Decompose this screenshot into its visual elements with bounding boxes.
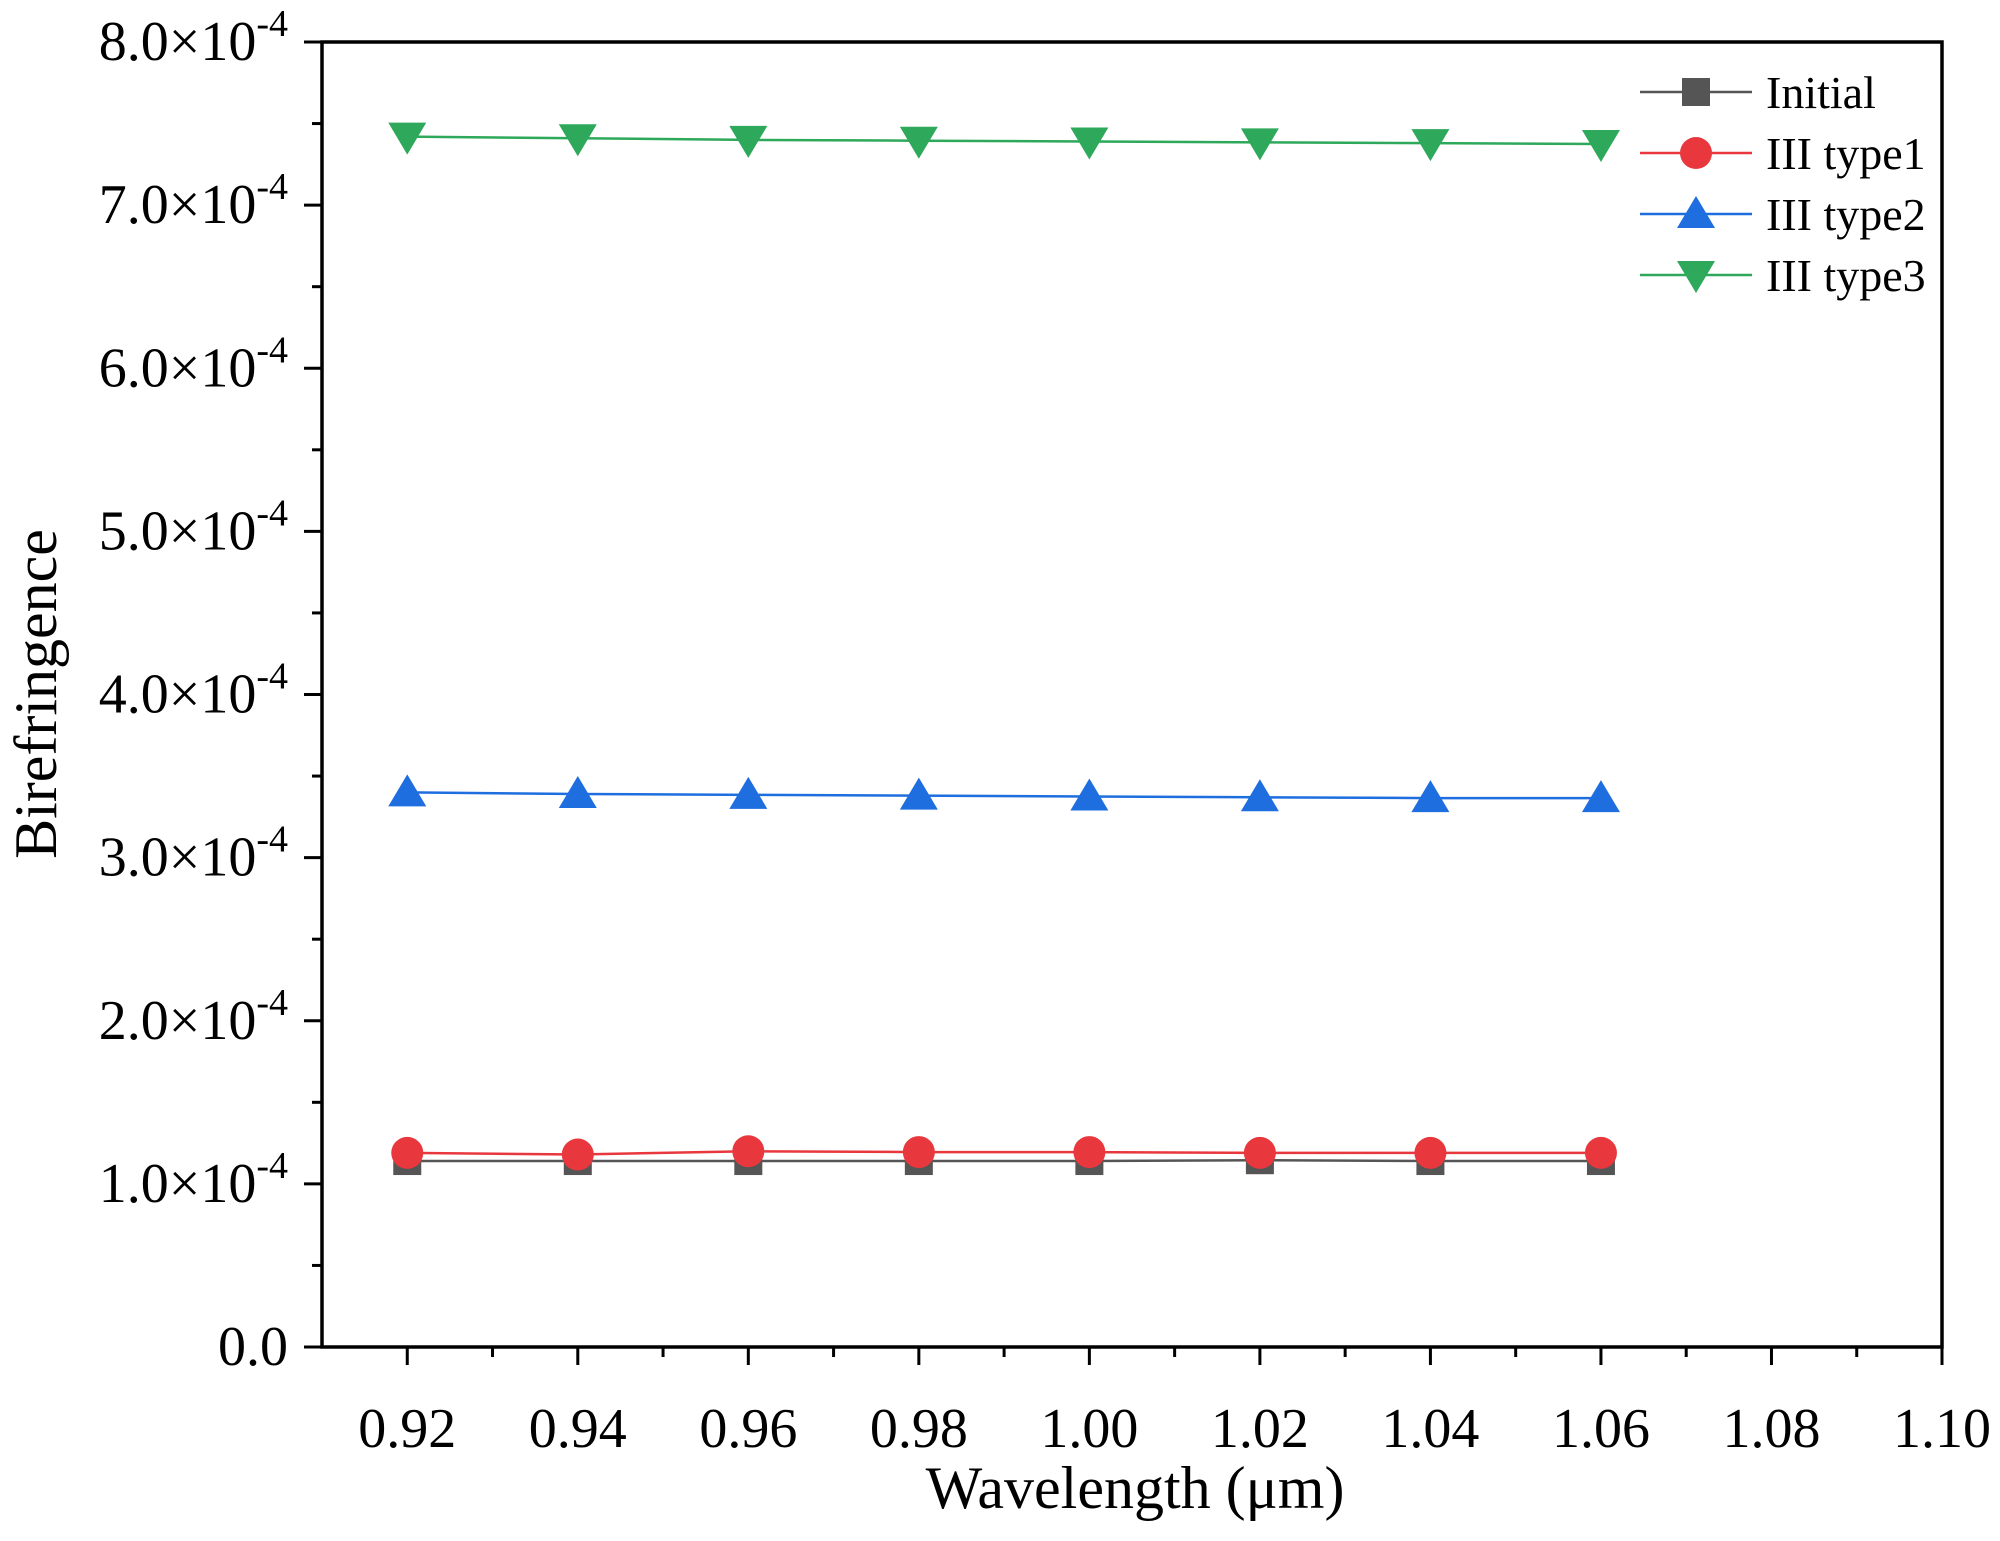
data-point: [388, 774, 427, 807]
y-tick-label: 0.0: [218, 1316, 288, 1378]
x-tick-label: 0.92: [358, 1398, 456, 1460]
series-line: [407, 1158, 1601, 1163]
y-tick-label: 2.0×10-4: [99, 982, 288, 1052]
x-tick-label: 1.02: [1211, 1398, 1309, 1460]
legend-marker: [1682, 78, 1710, 106]
series-line: [407, 135, 1601, 146]
data-point: [732, 1135, 765, 1168]
data-point: [1243, 1136, 1276, 1169]
data-point: [1411, 129, 1450, 162]
x-tick-label: 0.96: [699, 1398, 797, 1460]
legend-marker: [1677, 261, 1715, 293]
x-tick-label: 1.08: [1722, 1398, 1820, 1460]
data-point: [558, 776, 597, 809]
y-tick-label: 1.0×10-4: [99, 1145, 288, 1215]
data-point: [1070, 127, 1109, 160]
data-point: [388, 122, 427, 155]
data-point: [1411, 780, 1450, 813]
x-tick-label: 1.04: [1381, 1398, 1479, 1460]
legend-item: Initial: [1640, 67, 1876, 118]
legend-item: III type3: [1640, 250, 1926, 301]
legend-item: III type1: [1640, 128, 1926, 179]
data-point: [899, 126, 938, 159]
y-tick-label: 6.0×10-4: [99, 329, 288, 399]
x-tick-label: 0.94: [529, 1398, 627, 1460]
legend-marker: [1677, 196, 1715, 228]
y-tick-label: 8.0×10-4: [99, 3, 288, 73]
data-point: [1581, 780, 1620, 813]
legend-label: III type3: [1766, 250, 1926, 301]
y-tick-label: 5.0×10-4: [99, 492, 288, 562]
legend-label: Initial: [1766, 67, 1876, 118]
y-tick-label: 4.0×10-4: [99, 656, 288, 726]
data-point: [391, 1136, 424, 1169]
x-tick-label: 1.10: [1893, 1398, 1991, 1460]
data-point: [899, 777, 938, 810]
data-point: [1240, 128, 1279, 161]
y-tick-label: 7.0×10-4: [99, 166, 288, 236]
series-group: [388, 122, 1620, 162]
series-group: [391, 1135, 1617, 1171]
x-tick-label: 1.00: [1040, 1398, 1138, 1460]
legend-label: III type2: [1766, 189, 1926, 240]
y-tick-label: 3.0×10-4: [99, 819, 288, 889]
data-point: [1584, 1136, 1617, 1169]
data-point: [1581, 129, 1620, 162]
series-group: [388, 774, 1620, 813]
data-point: [558, 124, 597, 157]
x-tick-label: 0.98: [870, 1398, 968, 1460]
data-point: [902, 1136, 935, 1169]
x-axis-title: Wavelength (μm): [926, 1455, 1345, 1521]
y-axis-title: Birefringence: [3, 529, 69, 859]
data-point: [729, 125, 768, 158]
data-point: [1073, 1136, 1106, 1169]
legend-marker: [1680, 137, 1712, 169]
series-line: [407, 791, 1601, 800]
data-point: [561, 1138, 594, 1171]
legend-item: III type2: [1640, 189, 1926, 240]
data-point: [1070, 778, 1109, 811]
x-tick-label: 1.06: [1552, 1398, 1650, 1460]
series-line: [407, 1149, 1601, 1156]
legend-label: III type1: [1766, 128, 1926, 179]
data-point: [1414, 1136, 1447, 1169]
data-point: [1240, 779, 1279, 812]
data-point: [729, 776, 768, 809]
